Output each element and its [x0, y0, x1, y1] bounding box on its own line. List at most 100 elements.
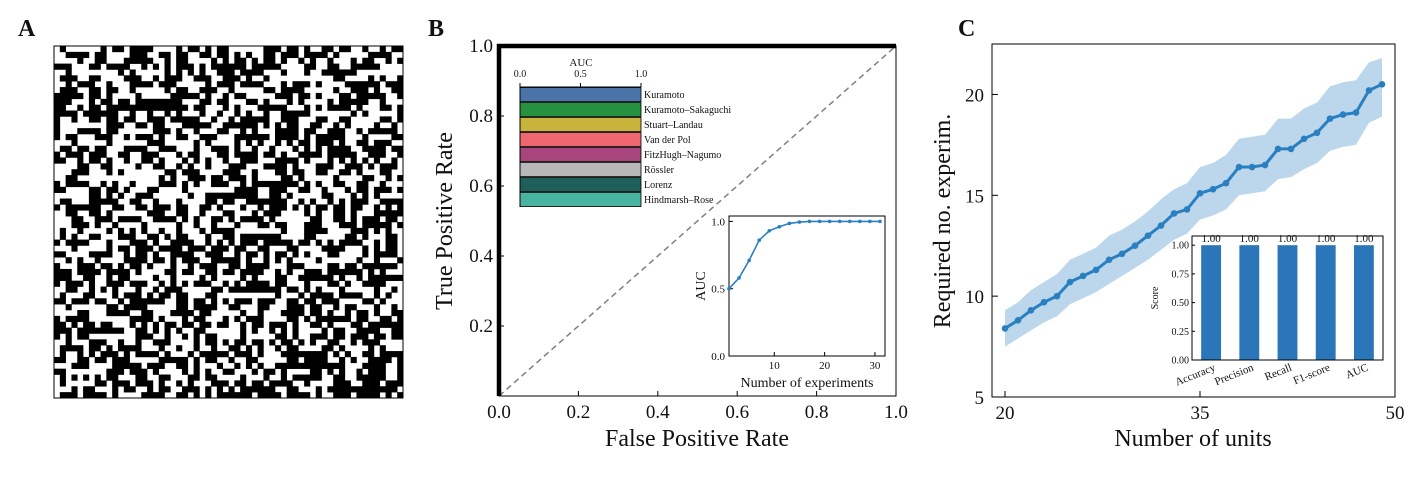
heatmap-cell	[129, 315, 136, 323]
heatmap-cell	[59, 87, 66, 94]
heatmap-cell	[54, 180, 61, 188]
heatmap-cell	[350, 163, 357, 170]
heatmap-cell	[373, 310, 381, 317]
heatmap-cell	[187, 263, 194, 270]
heatmap-cell	[216, 98, 223, 105]
heatmap-cell	[65, 63, 72, 70]
heatmap-cell	[391, 163, 398, 170]
heatmap-cell	[362, 110, 369, 117]
heatmap-cell	[152, 210, 159, 217]
heatmap-cell	[152, 251, 159, 258]
heatmap-cell	[71, 392, 78, 399]
heatmap-cell	[298, 87, 305, 94]
heatmap-cell	[385, 380, 392, 387]
heatmap-cell	[170, 268, 177, 276]
heatmap-cell	[88, 87, 96, 94]
heatmap-cell	[135, 368, 142, 375]
heatmap-cell	[251, 315, 258, 323]
heatmap-cell	[245, 233, 253, 240]
heatmap-cell	[135, 122, 142, 129]
heatmap-cell	[181, 368, 189, 375]
heatmap-cell	[211, 198, 218, 205]
heatmap-cell	[100, 151, 107, 158]
heatmap-cell	[228, 345, 235, 352]
heatmap-cell	[193, 175, 200, 182]
heatmap-cell	[373, 333, 381, 340]
heatmap-cell	[94, 380, 101, 387]
heatmap-cell	[344, 169, 351, 176]
heatmap-cell	[379, 210, 386, 217]
heatmap-cell	[263, 51, 270, 59]
heatmap-cell	[54, 268, 61, 276]
heatmap-cell	[147, 81, 154, 88]
heatmap-cell	[373, 139, 381, 147]
heatmap-cell	[304, 251, 311, 258]
heatmap-cell	[106, 122, 113, 129]
heatmap-cell	[298, 339, 305, 346]
heatmap-cell	[373, 327, 381, 334]
heatmap-cell	[158, 392, 165, 399]
heatmap-cell	[245, 298, 253, 305]
heatmap-cell	[176, 298, 183, 305]
score-x-tick-label: F1-score	[1292, 362, 1332, 388]
heatmap-cell	[362, 57, 369, 64]
heatmap-cell	[333, 216, 340, 223]
heatmap-cell	[397, 362, 404, 369]
heatmap-cell	[397, 110, 404, 117]
heatmap-cell	[141, 310, 148, 317]
heatmap-cell	[123, 145, 130, 152]
heatmap-cell	[391, 333, 398, 340]
heatmap-cell	[123, 98, 130, 105]
heatmap-cell	[170, 98, 177, 105]
heatmap-cell	[112, 374, 119, 381]
heatmap-cell	[216, 245, 223, 252]
heatmap-cell	[269, 198, 276, 205]
heatmap-cell	[181, 157, 189, 164]
heatmap-cell	[333, 63, 340, 70]
heatmap-cell	[187, 321, 194, 328]
heatmap-cell	[379, 75, 386, 82]
heatmap-cell	[333, 204, 340, 211]
heatmap-cell	[245, 315, 253, 323]
heatmap-cell	[286, 175, 293, 182]
scaling-axes-frame	[991, 43, 1396, 398]
heatmap-cell	[228, 163, 235, 170]
heatmap-cell	[129, 227, 136, 235]
heatmap-cell	[71, 298, 78, 305]
heatmap-cell	[176, 104, 183, 111]
heatmap-cell	[211, 222, 218, 229]
heatmap-cell	[158, 374, 165, 381]
heatmap-cell	[135, 362, 142, 369]
heatmap-cell	[344, 186, 351, 193]
heatmap-cell	[321, 227, 328, 235]
heatmap-cell	[315, 356, 322, 364]
heatmap-cell	[263, 280, 270, 287]
heatmap-cell	[100, 51, 107, 59]
heatmap-cell	[193, 145, 200, 152]
heatmap-cell	[211, 380, 218, 387]
heatmap-cell	[286, 157, 293, 164]
heatmap-cell	[65, 345, 72, 352]
heatmap-cell	[54, 356, 61, 364]
heatmap-cell	[269, 57, 276, 64]
heatmap-cell	[234, 104, 241, 111]
heatmap-cell	[59, 380, 66, 387]
heatmap-cell	[350, 216, 357, 223]
heatmap-cell	[65, 151, 72, 158]
heatmap-cell	[362, 392, 369, 399]
heatmap-cell	[187, 386, 194, 393]
heatmap-cell	[59, 251, 66, 258]
heatmap-cell	[315, 151, 322, 158]
heatmap-cell	[117, 63, 125, 70]
heatmap-cell	[129, 298, 136, 305]
heatmap-cell	[176, 98, 183, 105]
heatmap-cell	[112, 87, 119, 94]
heatmap-cell	[222, 169, 229, 176]
heatmap-cell	[356, 292, 363, 299]
heatmap-cell	[251, 186, 258, 193]
heatmap-cell	[292, 362, 299, 369]
heatmap-cell	[181, 268, 189, 276]
heatmap-cell	[263, 63, 270, 70]
heatmap-cell	[245, 280, 253, 287]
